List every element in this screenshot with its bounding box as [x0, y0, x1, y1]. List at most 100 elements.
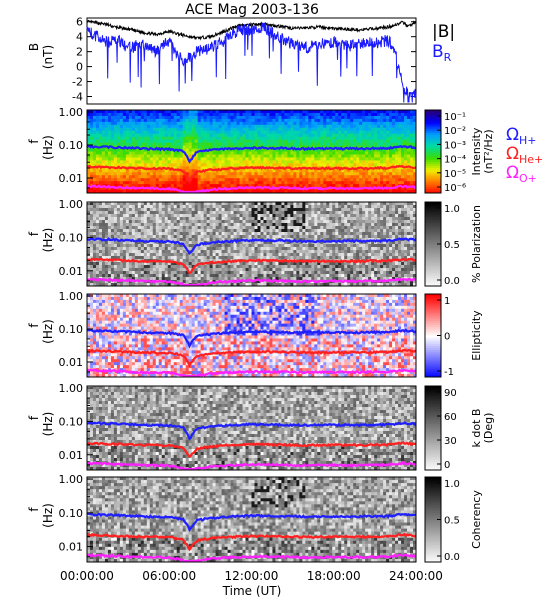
spectrogram-cell — [174, 229, 177, 232]
spectrogram-cell — [234, 226, 237, 229]
spectrogram-cell — [210, 268, 213, 271]
spectrogram-cell — [407, 160, 410, 163]
spectrogram-cell — [356, 163, 359, 166]
spectrogram-cell — [365, 116, 368, 119]
spectrogram-cell — [240, 265, 243, 268]
spectrogram-cell — [198, 211, 201, 214]
spectrogram-cell — [162, 175, 165, 178]
spectrogram-cell — [407, 137, 410, 140]
omega-o-main: Ω — [506, 163, 519, 183]
spectrogram-cell — [210, 220, 213, 223]
spectrogram-cell — [102, 250, 105, 253]
spectrogram-cell — [144, 178, 147, 181]
spectrogram-cell — [284, 131, 287, 134]
spectrogram-cell — [171, 202, 174, 205]
spectrogram-cell — [323, 137, 326, 140]
spectrogram-cell — [287, 169, 290, 172]
spectrogram-cell — [213, 268, 216, 271]
spectrogram-cell — [401, 181, 404, 184]
spectrogram-cell — [135, 152, 138, 155]
spectrogram-cell — [171, 184, 174, 187]
spectrogram-cell — [332, 116, 335, 119]
spectrogram-cell — [114, 217, 117, 220]
spectrogram-cell — [246, 131, 249, 134]
spectrogram-cell — [105, 220, 108, 223]
spectrogram-cell — [144, 223, 147, 226]
spectrogram-cell — [281, 125, 284, 128]
spectrogram-cell — [365, 175, 368, 178]
spectrogram-cell — [362, 163, 365, 166]
spectrogram-cell — [180, 113, 183, 116]
spectrogram-cell — [326, 181, 329, 184]
spectrogram-cell — [407, 172, 410, 175]
spectrogram-cell — [210, 226, 213, 229]
spectrogram-cell — [243, 125, 246, 128]
spectrogram-cell — [177, 208, 180, 211]
spectrogram-cell — [144, 250, 147, 253]
spectrogram-cell — [180, 274, 183, 277]
spectrogram-cell — [207, 220, 210, 223]
spectrogram-cell — [111, 181, 114, 184]
spectrogram-cell — [111, 205, 114, 208]
spectrogram-cell — [284, 128, 287, 131]
spectrogram-cell — [132, 274, 135, 277]
spectrogram-cell — [254, 169, 257, 172]
spectrogram-cell — [338, 160, 341, 163]
spectrogram-cell — [404, 172, 407, 175]
spectrogram-cell — [305, 137, 308, 140]
spectrogram-cell — [177, 134, 180, 137]
spectrogram-cell — [153, 137, 156, 140]
spectrogram-cell — [123, 250, 126, 253]
spectrogram-cell — [353, 113, 356, 116]
spectrogram-cell — [168, 229, 171, 232]
spectrogram-cell — [123, 274, 126, 277]
spectrogram-cell — [138, 268, 141, 271]
spectrogram-cell — [240, 113, 243, 116]
spectrogram-cell — [272, 157, 275, 160]
spectrogram-cell — [344, 184, 347, 187]
spectrogram-cell — [144, 268, 147, 271]
spectrogram-cell — [195, 116, 198, 119]
spectrogram-cell — [126, 241, 129, 244]
spectrogram-cell — [150, 208, 153, 211]
spectrogram-cell — [126, 274, 129, 277]
spectrogram-cell — [398, 131, 401, 134]
spectrogram-cell — [290, 181, 293, 184]
spectrogram-cell — [398, 149, 401, 152]
spectrogram-cell — [323, 131, 326, 134]
spectrogram-cell — [234, 244, 237, 247]
spectrogram-cell — [87, 265, 90, 268]
spectrogram-cell — [159, 143, 162, 146]
spectrogram-cell — [123, 137, 126, 140]
spectrogram-cell — [204, 202, 207, 205]
spectrogram-cell — [222, 274, 225, 277]
spectrogram-cell — [254, 128, 257, 131]
spectrogram-cell — [317, 113, 320, 116]
spectrogram-cell — [240, 137, 243, 140]
spectrogram-cell — [96, 211, 99, 214]
spectrogram-cell — [117, 214, 120, 217]
spectrogram-cell — [383, 125, 386, 128]
spectrogram-cell — [383, 178, 386, 181]
spectrogram-cell — [105, 247, 108, 250]
spectrogram-cell — [87, 244, 90, 247]
spectrogram-cell — [281, 131, 284, 134]
spectrogram-cell — [213, 253, 216, 256]
spectrogram-cell — [341, 160, 344, 163]
spectrogram-cell — [192, 256, 195, 259]
spectrogram-cell — [99, 220, 102, 223]
colorbar-tick-label: 10⁻⁶ — [444, 183, 466, 194]
spectrogram-cell — [365, 154, 368, 157]
spectrogram-cell — [237, 214, 240, 217]
spectrogram-cell — [165, 110, 168, 113]
spectrogram-cell — [192, 235, 195, 238]
spectrogram-cell — [132, 250, 135, 253]
spectrogram-cell — [132, 202, 135, 205]
spectrogram-cell — [269, 140, 272, 143]
spectrogram-cell — [308, 116, 311, 119]
spectrogram-cell — [293, 140, 296, 143]
spectrogram-cell — [404, 125, 407, 128]
spectrogram-cell — [243, 271, 246, 274]
spectrogram-cell — [147, 232, 150, 235]
spectrogram-cell — [290, 116, 293, 119]
